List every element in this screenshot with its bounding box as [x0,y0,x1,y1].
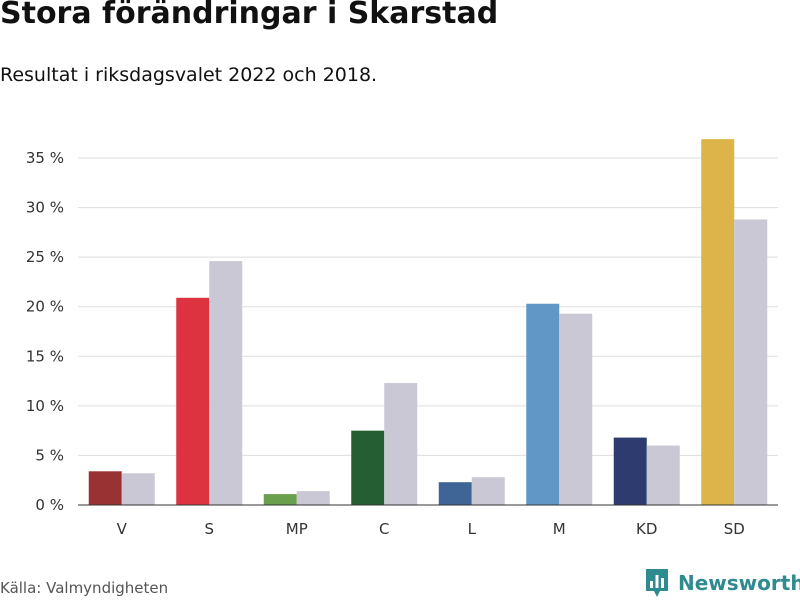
x-tick-label: C [379,520,389,538]
bar-2018 [296,491,330,505]
x-tick-label: L [468,520,477,538]
bar-2018 [384,383,418,505]
x-tick-label: SD [724,520,745,538]
bar-2022 [613,437,647,505]
bar-2022 [701,139,735,506]
bar-2022 [88,471,122,505]
chart-subtitle: Resultat i riksdagsvalet 2022 och 2018. [0,64,378,86]
bar-2018 [646,445,680,505]
bar-2018 [121,473,155,505]
x-tick-label: MP [286,520,308,538]
bar-2018 [734,219,768,505]
y-tick-label: 5 % [35,446,64,464]
y-tick-label: 25 % [26,248,64,266]
brand-logo: Newsworthy [644,568,800,598]
bar-2022 [176,297,210,505]
brand-name: Newsworthy [678,571,800,595]
bar-2018 [471,477,505,505]
x-tick-label: S [204,520,214,538]
bar-2022 [438,482,472,505]
chart-title: Stora förändringar i Skarstad [0,0,499,31]
bar-2022 [351,430,385,505]
y-tick-label: 10 % [26,397,64,415]
x-tick-label: M [553,520,566,538]
bar-2022 [526,303,560,505]
x-tick-label: V [117,520,128,538]
bar-2022 [263,494,297,505]
bar-2018 [559,313,593,505]
y-tick-label: 30 % [26,199,64,217]
y-tick-label: 15 % [26,347,64,365]
y-tick-label: 0 % [35,496,64,514]
y-tick-label: 35 % [26,149,64,167]
bar-chart-icon [646,569,668,597]
y-tick-label: 20 % [26,298,64,316]
bar-2018 [209,261,243,505]
x-tick-label: KD [636,520,657,538]
source-note: Källa: Valmyndigheten [0,579,169,597]
